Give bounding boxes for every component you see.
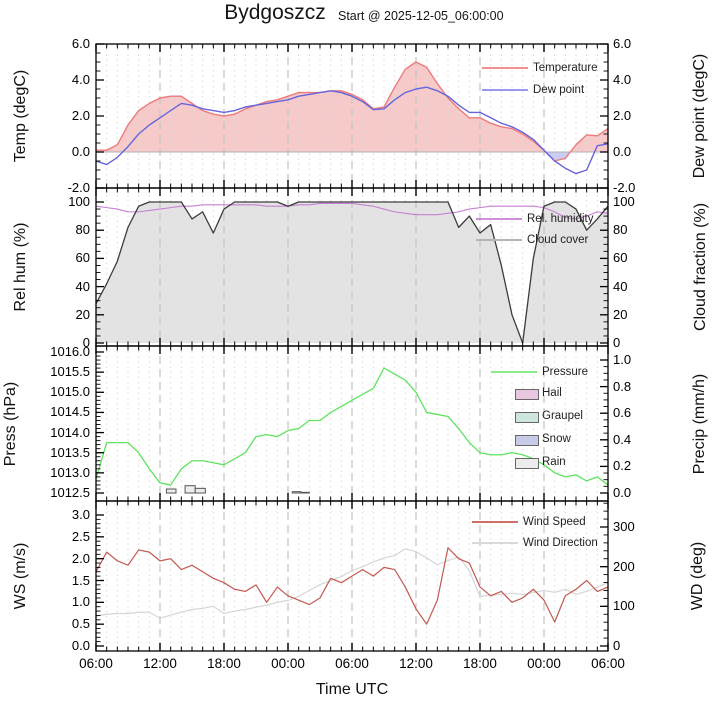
axis-title-precip: Precip (mm/h) (691, 373, 708, 475)
y-tick-label-right: 1.0 (613, 352, 632, 367)
y-tick-label-right: 80 (613, 222, 628, 238)
x-tick-label: 12:00 (399, 656, 433, 671)
legend-label: Dew point (533, 84, 585, 96)
y-tick-label-right: 4.0 (613, 72, 632, 87)
y-tick-label-right: 200 (613, 558, 635, 574)
y-tick-label-left: 1.5 (71, 572, 90, 588)
y-tick-label-left: 1.0 (71, 594, 90, 610)
legend-line-swatch (472, 542, 518, 544)
x-tick-label: 06:00 (79, 656, 113, 671)
legend-box-swatch (515, 389, 539, 400)
y-tick-label-left: 1012.5 (50, 485, 90, 500)
y-tick-label-right: 0 (613, 335, 621, 350)
x-tick-label: 00:00 (271, 656, 305, 671)
axis-title-dewpoint: Dew point (degC) (691, 53, 708, 179)
y-tick-label-left: -2.0 (67, 180, 90, 195)
legend-label: Wind Speed (523, 516, 586, 528)
legend-line-swatch (476, 239, 522, 241)
y-tick-label-left: 4.0 (71, 72, 90, 87)
x-tick-label: 06:00 (591, 656, 625, 671)
y-tick-label-left: 1013.5 (50, 444, 90, 460)
x-tick-label: 12:00 (143, 656, 177, 671)
y-tick-label-left: 60 (75, 250, 90, 266)
legend-label: Cloud cover (527, 234, 589, 246)
legend-label: Graupel (542, 410, 583, 422)
axis-title-temp: Temp (degC) (12, 69, 29, 163)
y-tick-label-right: 300 (613, 519, 635, 534)
y-tick-label-right: 0.6 (613, 405, 632, 421)
y-tick-label-left: 20 (75, 306, 90, 322)
axis-title-relhum: Rel hum (%) (12, 222, 29, 312)
y-tick-label-right: 0.2 (613, 458, 632, 474)
legend-label: Pressure (542, 366, 589, 378)
legend-label: Temperature (533, 62, 598, 74)
y-tick-label-left: 0.5 (71, 616, 90, 632)
page-title: Bydgoszcz (224, 1, 326, 24)
y-tick-label-left: 2.0 (71, 550, 90, 566)
y-tick-label-left: 0 (82, 335, 90, 350)
start-time-label: Start @ 2025-12-05_06:00:00 (338, 9, 504, 23)
y-tick-label-right: 0.0 (613, 144, 632, 159)
y-tick-label-left: 3.0 (71, 507, 90, 522)
axis-title-winddir: WD (deg) (689, 541, 706, 611)
y-tick-label-right: 20 (613, 306, 628, 322)
y-tick-label-left: 80 (75, 222, 90, 238)
legend-label: Rain (542, 456, 566, 468)
axis-title-windspeed: WS (m/s) (12, 542, 29, 610)
legend-label: Wind Direction (523, 537, 598, 549)
x-tick-label: 18:00 (463, 656, 497, 671)
y-tick-label-right: 2.0 (613, 108, 632, 123)
legend-line-swatch (472, 521, 518, 523)
legend-label: Hail (542, 387, 562, 399)
y-tick-label-right: 0.0 (613, 485, 632, 500)
legend-line-swatch (482, 89, 528, 91)
y-tick-label-left: 1015.5 (50, 364, 90, 380)
x-axis-title: Time UTC (315, 681, 389, 698)
y-tick-label-right: 100 (613, 194, 635, 209)
y-tick-label-right: 0.8 (613, 378, 632, 394)
y-tick-label-right: 0 (613, 638, 621, 653)
y-tick-label-left: 2.0 (71, 108, 90, 123)
y-tick-label-left: 40 (75, 278, 90, 294)
axis-title-cloud-fraction: Cloud fraction (%) (692, 202, 709, 332)
legend-label: Snow (542, 433, 571, 445)
y-tick-label-left: 6.0 (71, 36, 90, 51)
y-tick-label-right: 6.0 (613, 36, 632, 51)
x-tick-label: 00:00 (527, 656, 561, 671)
x-tick-label: 06:00 (335, 656, 369, 671)
y-tick-label-left: 1016.0 (50, 344, 90, 359)
legend-line-swatch (491, 371, 537, 373)
y-tick-label-right: 60 (613, 250, 628, 266)
legend-box-swatch (515, 435, 539, 446)
legend-line-swatch (476, 218, 522, 220)
legend-line-swatch (482, 67, 528, 69)
legend-box-swatch (515, 412, 539, 423)
axis-title-pressure: Press (hPa) (2, 381, 19, 467)
y-tick-label-left: 100 (68, 194, 90, 209)
y-tick-label-right: -2.0 (613, 180, 636, 195)
y-tick-label-left: 1013.0 (50, 464, 90, 480)
y-tick-label-left: 0.0 (71, 638, 90, 653)
y-tick-label-left: 0.0 (71, 144, 90, 159)
y-tick-label-right: 0.4 (613, 431, 632, 447)
y-tick-label-left: 1015.0 (50, 384, 90, 400)
y-tick-label-right: 40 (613, 278, 628, 294)
legend-label: Rel. humidity (527, 213, 594, 225)
x-tick-label: 18:00 (207, 656, 241, 671)
y-tick-label-right: 100 (613, 598, 635, 614)
y-tick-label-left: 1014.5 (50, 404, 90, 420)
y-tick-label-left: 2.5 (71, 528, 90, 544)
y-tick-label-left: 1014.0 (50, 424, 90, 440)
legend-box-swatch (515, 458, 539, 469)
